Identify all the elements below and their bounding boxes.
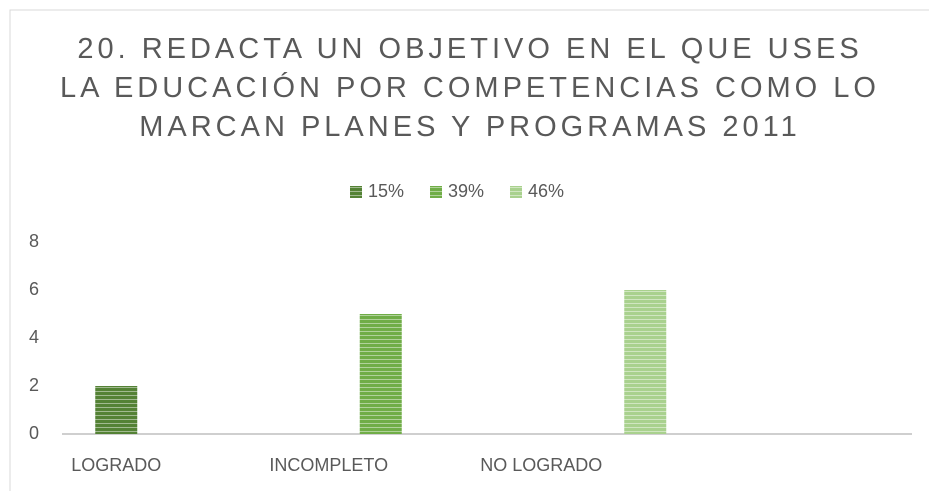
legend-label: 15%	[368, 181, 404, 201]
bar	[95, 386, 138, 434]
y-tick-label: 8	[29, 231, 39, 251]
y-tick-label: 2	[29, 375, 39, 395]
bar	[624, 290, 667, 434]
y-tick-label: 0	[29, 423, 39, 443]
y-tick-label: 4	[29, 327, 39, 347]
x-tick-label: INCOMPLETO	[269, 455, 388, 475]
x-tick-label: LOGRADO	[71, 455, 161, 475]
legend-label: 46%	[528, 181, 564, 201]
legend-swatch	[430, 186, 442, 198]
chart-border	[9, 9, 929, 491]
y-tick-label: 6	[29, 279, 39, 299]
bar	[359, 314, 402, 434]
legend-swatch	[350, 186, 362, 198]
chart-title: 20. REDACTA UN OBJETIVO EN EL QUE USES L…	[60, 33, 880, 143]
legend-swatch	[510, 186, 522, 198]
x-tick-label: NO LOGRADO	[480, 455, 602, 475]
legend-label: 39%	[448, 181, 484, 201]
